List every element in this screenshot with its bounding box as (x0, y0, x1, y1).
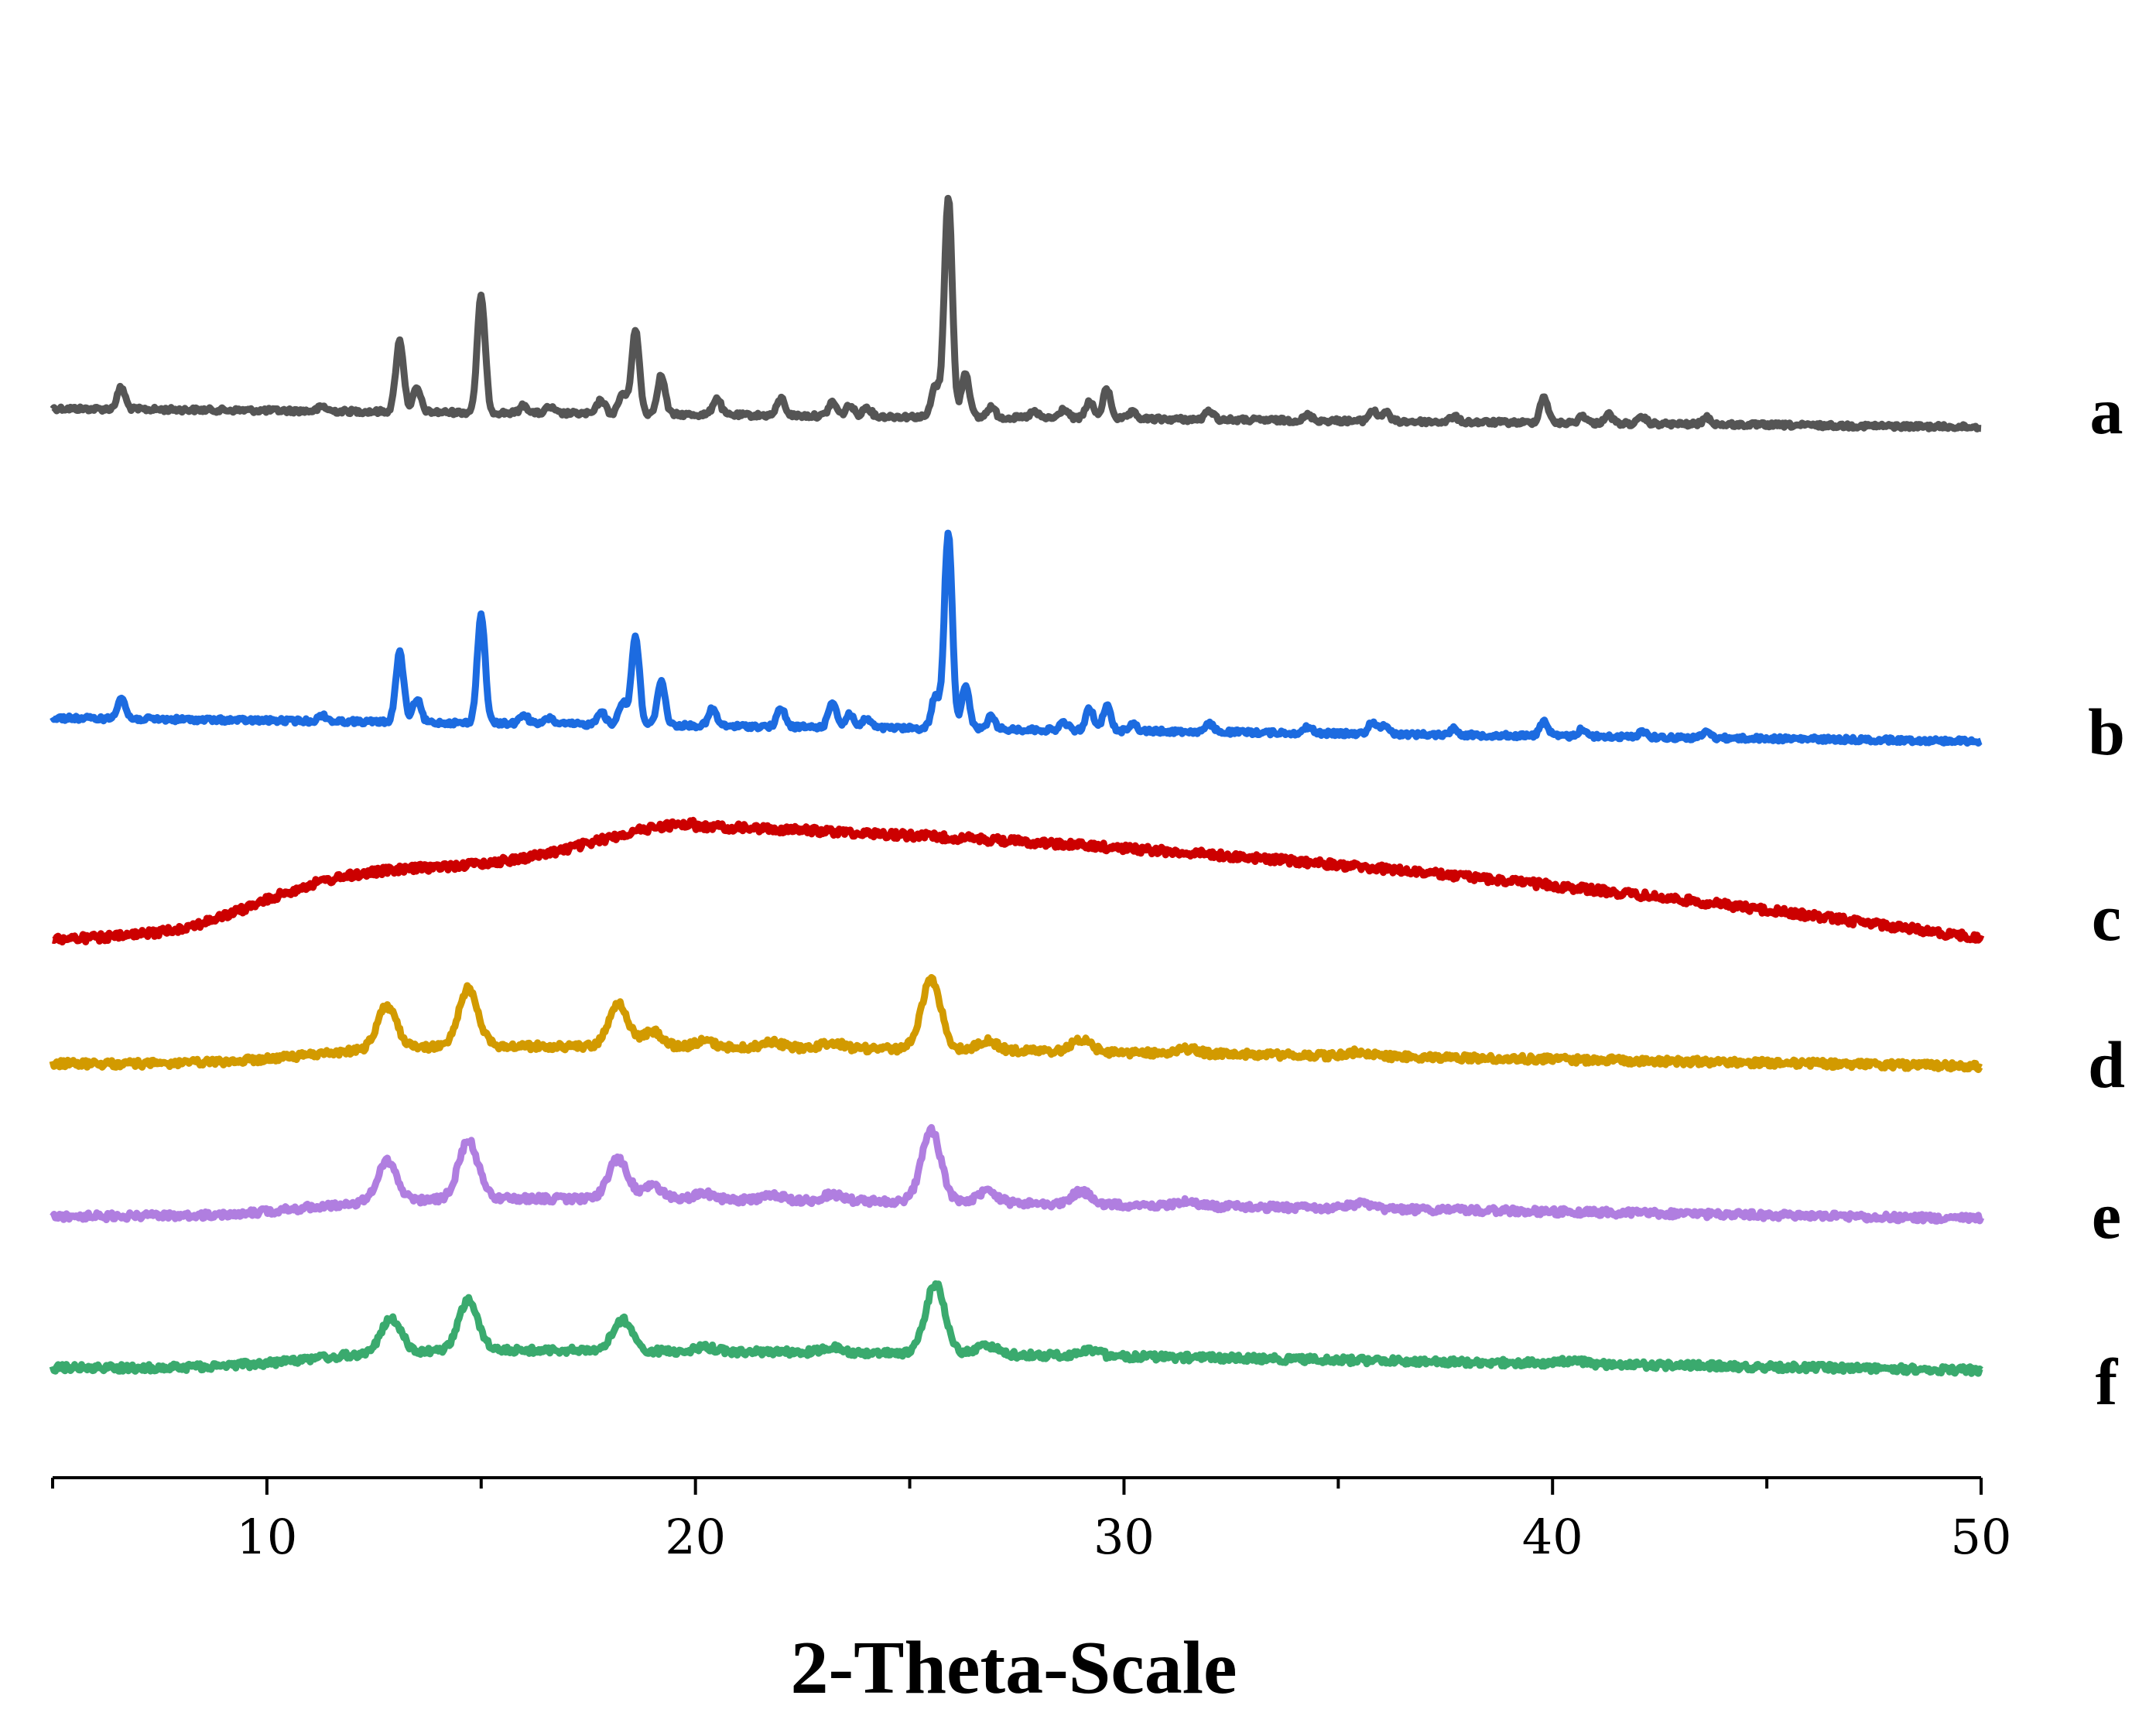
series-labels: a b cd e f (2088, 374, 2125, 1419)
series-label-f: f (2096, 1345, 2119, 1419)
series-line-e (50, 1123, 1985, 1225)
x-tick-label: 40 (1522, 1509, 1583, 1565)
series-line-b (50, 529, 1983, 747)
x-tick-label: 20 (665, 1509, 726, 1565)
x-tick-label: 30 (1093, 1509, 1155, 1565)
series-label-d: d (2088, 1027, 2125, 1102)
series-label-b: b (2088, 695, 2125, 769)
series-label-e: e (2092, 1178, 2121, 1253)
series-line-a (50, 194, 1983, 432)
x-tick-label: 50 (1951, 1509, 2012, 1565)
series-label-c: c (2092, 880, 2121, 955)
x-axis-title: 2-Theta-Scale (791, 1626, 1237, 1710)
plot-area (49, 194, 1985, 1377)
series-label-a: a (2090, 374, 2123, 448)
x-axis: 10 20 30 40 50 (51, 1476, 2012, 1565)
series-line-f (49, 1280, 1983, 1377)
series-line-c (50, 816, 1985, 945)
x-tick-label: 10 (236, 1509, 297, 1565)
series-line-d (49, 974, 1983, 1073)
